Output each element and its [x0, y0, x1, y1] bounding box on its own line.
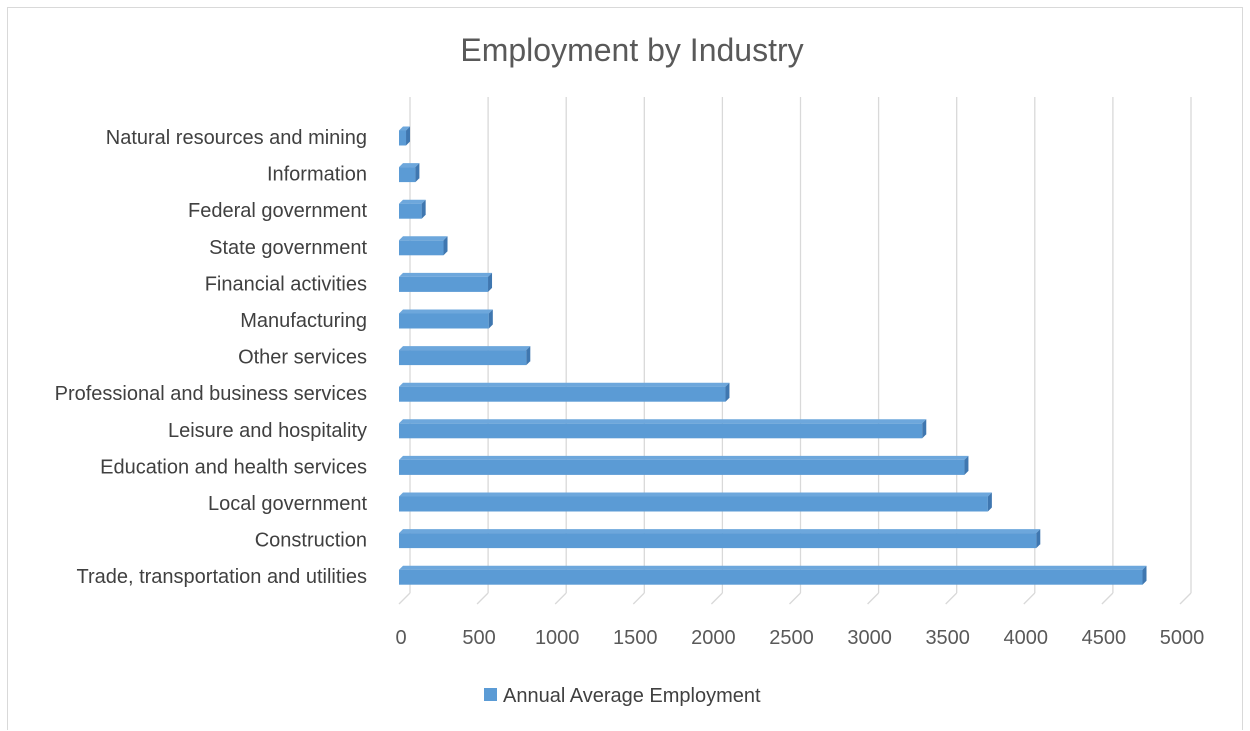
bar — [399, 492, 992, 512]
legend: Annual Average Employment — [484, 685, 761, 707]
bar-top-face — [399, 419, 927, 424]
chart-frame: Employment by Industry Natural resources… — [7, 7, 1243, 730]
chart-title: Employment by Industry — [460, 32, 803, 68]
category-label: Local government — [208, 493, 367, 515]
bar-side-face — [987, 492, 992, 512]
bar — [399, 565, 1147, 585]
category-label: Education and health services — [100, 456, 367, 478]
bar — [399, 199, 426, 219]
bar-front-face — [399, 533, 1037, 549]
gridline-floor — [1101, 592, 1114, 605]
bar-side-face — [1142, 565, 1147, 585]
gridline-floor — [632, 592, 645, 605]
bar-top-face — [399, 236, 448, 241]
bar — [399, 163, 420, 183]
bar-side-face — [488, 309, 493, 329]
x-tick-label: 0 — [395, 627, 406, 649]
category-label: Construction — [255, 530, 367, 552]
category-label: Financial activities — [205, 273, 367, 295]
bar-front-face — [399, 130, 407, 146]
bar-side-face — [421, 199, 426, 219]
bar-chart: Employment by Industry Natural resources… — [55, 32, 1205, 707]
bar-side-face — [1036, 529, 1041, 549]
bar-top-face — [399, 529, 1041, 534]
bar-top-face — [399, 455, 969, 460]
bar-top-face — [399, 163, 420, 168]
bar-side-face — [526, 346, 531, 366]
gridline-floor — [789, 592, 801, 605]
category-label: Trade, transportation and utilities — [76, 566, 367, 588]
bar — [399, 382, 730, 402]
bar-top-face — [399, 492, 992, 497]
gridline-floor — [476, 592, 489, 605]
legend-label: Annual Average Employment — [503, 685, 761, 707]
bar-front-face — [399, 240, 444, 256]
bar — [399, 455, 969, 475]
gridline-floor — [945, 592, 958, 605]
x-tick-label: 500 — [462, 627, 495, 649]
bars — [399, 126, 1147, 585]
gridline-floor — [554, 592, 567, 605]
category-label: Federal government — [188, 200, 367, 222]
bar-side-face — [964, 455, 969, 475]
gridline-floor — [1179, 592, 1192, 605]
category-label: Manufacturing — [240, 310, 367, 332]
bar-front-face — [399, 496, 988, 512]
bar — [399, 529, 1041, 549]
legend-swatch — [484, 688, 497, 701]
bar-top-face — [399, 382, 730, 387]
bar-side-face — [443, 236, 448, 256]
bar — [399, 126, 411, 146]
x-tick-label: 3500 — [925, 627, 970, 649]
bar-side-face — [922, 419, 927, 439]
gridline-floor — [398, 592, 411, 605]
bar-side-face — [488, 272, 493, 292]
bar-front-face — [399, 423, 923, 439]
bar-side-face — [406, 126, 411, 146]
bar-front-face — [399, 459, 965, 475]
bar — [399, 309, 493, 329]
bar — [399, 272, 493, 292]
x-tick-label: 1500 — [613, 627, 658, 649]
x-tick-label: 3000 — [847, 627, 892, 649]
bar — [399, 419, 927, 439]
bar — [399, 346, 531, 366]
bar-front-face — [399, 167, 416, 183]
bar-top-face — [399, 346, 531, 351]
category-label: Leisure and hospitality — [168, 420, 367, 442]
category-label: Professional and business services — [55, 383, 367, 405]
x-tick-label: 1000 — [535, 627, 580, 649]
bar-top-face — [399, 565, 1147, 570]
bar-side-face — [725, 382, 730, 402]
bar-top-face — [399, 272, 493, 277]
x-tick-label: 4500 — [1082, 627, 1127, 649]
category-label: State government — [209, 237, 367, 259]
x-tick-label: 2500 — [769, 627, 814, 649]
bar-front-face — [399, 569, 1143, 585]
bar-front-face — [399, 350, 527, 366]
category-labels: Natural resources and mining Information F… — [55, 127, 368, 588]
bar-top-face — [399, 126, 411, 131]
x-tick-labels: 0 500 1000 1500 2000 2500 3000 3500 4000 4500 5000 — [395, 627, 1204, 649]
x-tick-label: 5000 — [1160, 627, 1205, 649]
bar-side-face — [415, 163, 420, 183]
category-label: Information — [267, 164, 367, 186]
bar — [399, 236, 448, 256]
x-tick-label: 2000 — [691, 627, 736, 649]
bar-front-face — [399, 313, 489, 329]
bar-top-face — [399, 309, 493, 314]
gridline-floor — [1023, 592, 1036, 605]
bar-front-face — [399, 203, 422, 219]
bar-front-face — [399, 386, 726, 402]
x-tick-label: 4000 — [1004, 627, 1049, 649]
category-label: Natural resources and mining — [106, 127, 367, 149]
gridline-floor — [710, 592, 723, 605]
bar-front-face — [399, 276, 489, 292]
gridline-floor — [867, 592, 880, 605]
category-label: Other services — [238, 347, 367, 369]
bar-top-face — [399, 199, 426, 204]
